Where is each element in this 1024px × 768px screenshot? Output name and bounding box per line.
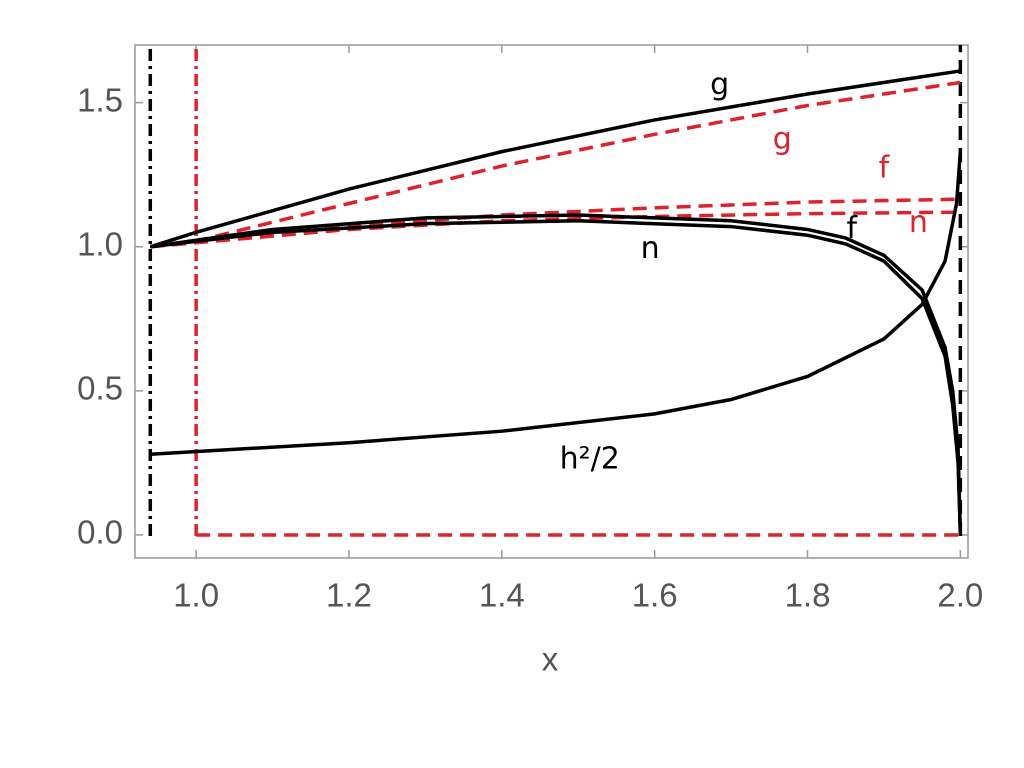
annotation: f	[847, 211, 859, 246]
y-tick-label: 1.5	[77, 81, 123, 118]
x-tick-label: 1.6	[632, 577, 678, 614]
x-axis-label: x	[542, 641, 559, 678]
annotation: h²/2	[560, 442, 620, 477]
plot-frame	[134, 44, 969, 559]
annotation: n	[909, 205, 928, 240]
annotation: f	[879, 150, 891, 185]
x-tick-label: 1.2	[326, 577, 372, 614]
x-tick-label: 2.0	[937, 577, 983, 614]
series-line	[150, 219, 963, 535]
series-line	[149, 69, 961, 249]
series-line	[150, 210, 961, 249]
y-tick-label: 1.0	[77, 225, 123, 262]
x-tick-label: 1.4	[479, 577, 525, 614]
y-tick-label: 0.0	[77, 514, 123, 551]
annotation: g	[710, 67, 729, 102]
series-line	[150, 151, 963, 456]
annotation: g	[773, 122, 792, 157]
series-line	[150, 213, 963, 535]
y-tick-label: 0.5	[77, 370, 123, 407]
x-tick-label: 1.8	[785, 577, 831, 614]
x-tick-label: 1.0	[173, 577, 219, 614]
annotation: n	[641, 231, 660, 266]
